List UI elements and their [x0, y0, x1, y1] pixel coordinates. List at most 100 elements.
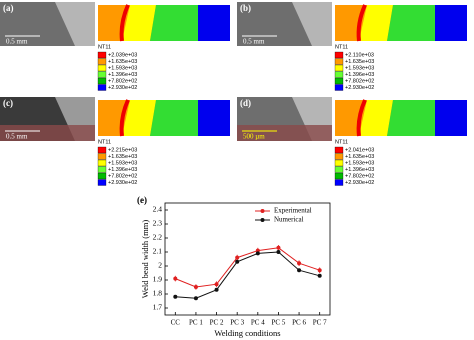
data-point: [214, 287, 219, 292]
legend-swatch: [97, 64, 107, 72]
legend-title: NT11: [98, 139, 111, 145]
legend-swatch: [97, 84, 107, 91]
contour-melt-line: [356, 4, 367, 42]
legend-value: +2.041e+03: [345, 147, 374, 153]
contour-yellow: [359, 5, 393, 41]
data-point: [193, 285, 198, 289]
legend-value: +1.635e+03: [345, 154, 374, 160]
legend-swatch: [334, 166, 344, 173]
x-tick-label: PC 5: [272, 319, 286, 327]
panel-label: (a): [3, 3, 14, 13]
y-tick-label: 2.1: [153, 247, 163, 256]
legend-swatch: [97, 146, 107, 154]
legend-swatch: [334, 153, 344, 160]
data-point: [276, 250, 281, 254]
legend-swatch: [334, 159, 344, 167]
legend-swatch: [334, 71, 344, 78]
panel-label: (d): [240, 98, 251, 108]
legend-value: +2.110e+03: [345, 52, 374, 58]
legend-swatch: [97, 58, 107, 65]
legend-swatch: [97, 77, 107, 85]
scale-text: 0.5 mm: [6, 38, 28, 46]
contour-blue: [198, 100, 230, 136]
contour-blue: [435, 5, 467, 41]
legend-swatch: [334, 84, 344, 91]
contour-melt-line: [356, 99, 367, 137]
x-tick-label: PC 3: [230, 319, 244, 327]
y-axis-label: Weld bead width (mm): [140, 220, 150, 299]
legend-swatch: [97, 179, 107, 186]
data-point: [173, 294, 178, 299]
contour-blue: [198, 5, 230, 41]
legend-value: +2.930e+02: [108, 85, 137, 91]
data-point: [297, 268, 302, 273]
x-tick-label: PC 7: [313, 319, 327, 327]
x-tick-label: CC: [171, 319, 181, 327]
legend-value: +1.635e+03: [108, 154, 137, 160]
x-tick-label: PC 6: [292, 319, 306, 327]
legend-value: +1.593e+03: [108, 160, 137, 166]
y-tick-label: 1.8: [153, 289, 163, 298]
scale-text: 0.5 mm: [6, 133, 28, 141]
y-tick-label: 2.4: [153, 205, 163, 214]
micrograph-fusion-zone: [292, 2, 332, 46]
legend-swatch: [334, 172, 344, 180]
data-point: [276, 245, 281, 250]
contour-yellow: [122, 5, 156, 41]
legend-value: +1.396e+03: [345, 72, 374, 78]
legend-value: +1.396e+03: [108, 72, 137, 78]
legend-title: NT11: [335, 44, 348, 50]
legend-value: +2.930e+02: [345, 85, 374, 91]
micrograph-base: [237, 125, 332, 141]
scale-text: 0.5 mm: [243, 38, 265, 46]
contour-green: [387, 100, 435, 136]
contour-melt-line: [119, 4, 130, 42]
y-tick-label: 2: [158, 261, 162, 270]
legend-swatch: [97, 153, 107, 160]
legend-label: Experimental: [274, 207, 312, 215]
data-point: [193, 296, 198, 301]
panel-label: (b): [240, 3, 251, 13]
legend-value: +1.593e+03: [345, 65, 374, 71]
legend-swatch: [334, 64, 344, 72]
chart-label: (e): [137, 195, 147, 205]
y-tick-label: 2.2: [153, 233, 163, 242]
x-tick-label: PC 2: [210, 319, 224, 327]
x-axis-label: Welding conditions: [214, 328, 280, 338]
data-point: [214, 282, 219, 287]
legend-marker: [260, 209, 265, 213]
y-tick-label: 2.3: [153, 219, 163, 228]
legend-swatch: [97, 166, 107, 173]
legend-value: +2.930e+02: [108, 180, 137, 186]
plot-frame: [164, 202, 331, 316]
legend-value: +2.039e+03: [108, 52, 137, 58]
x-tick-label: PC 1: [189, 319, 203, 327]
legend-swatch: [334, 51, 344, 59]
y-tick-label: 1.7: [153, 303, 163, 312]
contour-melt-line: [119, 99, 130, 137]
data-point: [255, 248, 260, 253]
legend-value: +2.930e+02: [345, 180, 374, 186]
data-point: [255, 251, 260, 256]
legend-swatch: [334, 179, 344, 186]
legend-title: NT11: [335, 139, 348, 145]
micrograph-fusion-zone: [55, 2, 95, 46]
legend-value: +1.396e+03: [345, 167, 374, 173]
legend-value: +7.802e+02: [345, 78, 374, 84]
contour-green: [150, 100, 198, 136]
legend-title: NT11: [98, 44, 111, 50]
series-line: [175, 251, 320, 299]
legend-value: +1.635e+03: [108, 59, 137, 65]
legend-value: +7.802e+02: [108, 173, 137, 179]
legend-swatch: [334, 77, 344, 85]
panel-label: (c): [3, 98, 13, 108]
contour-yellow: [122, 100, 156, 136]
contour-green: [387, 5, 435, 41]
legend-swatch: [334, 146, 344, 154]
series-line: [175, 247, 320, 288]
legend-marker: [260, 218, 265, 222]
legend-value: +7.802e+02: [345, 173, 374, 179]
legend-swatch: [97, 71, 107, 78]
data-point: [235, 259, 240, 264]
